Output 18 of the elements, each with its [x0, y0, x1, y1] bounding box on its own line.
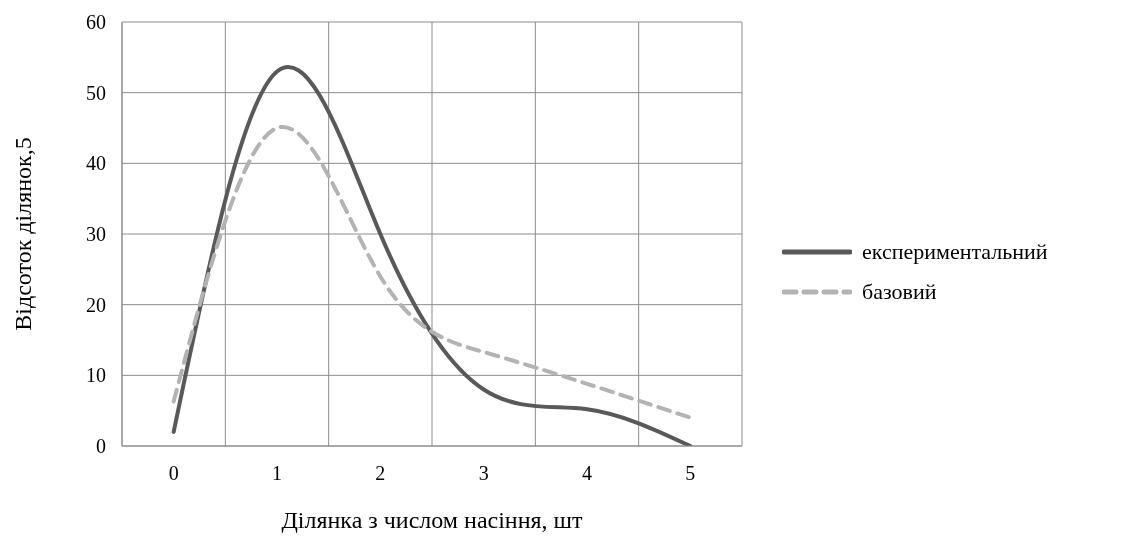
- line-series: [171, 125, 693, 420]
- x-tick-label: 2: [375, 462, 386, 485]
- y-tick-label: 20: [86, 293, 106, 316]
- x-tick-label: 4: [582, 462, 592, 485]
- x-tick-label: 3: [478, 462, 489, 485]
- y-tick-label: 30: [86, 223, 106, 246]
- y-tick-label: 50: [86, 81, 106, 104]
- y-tick-label: 60: [86, 11, 106, 34]
- y-tick-label: 10: [86, 364, 106, 387]
- y-axis-title: Відсоток ділянок,5: [9, 137, 36, 331]
- x-tick-label: 0: [168, 462, 179, 485]
- x-tick-label: 1: [272, 462, 282, 485]
- y-tick-label: 0: [96, 435, 106, 458]
- legend-label: базовий: [862, 279, 937, 305]
- x-axis-title: Ділянка з числом насіння, шт: [281, 507, 584, 533]
- y-tick-label: 40: [86, 152, 106, 175]
- legend-label: експериментальний: [862, 239, 1048, 265]
- x-tick-label: 5: [685, 462, 696, 485]
